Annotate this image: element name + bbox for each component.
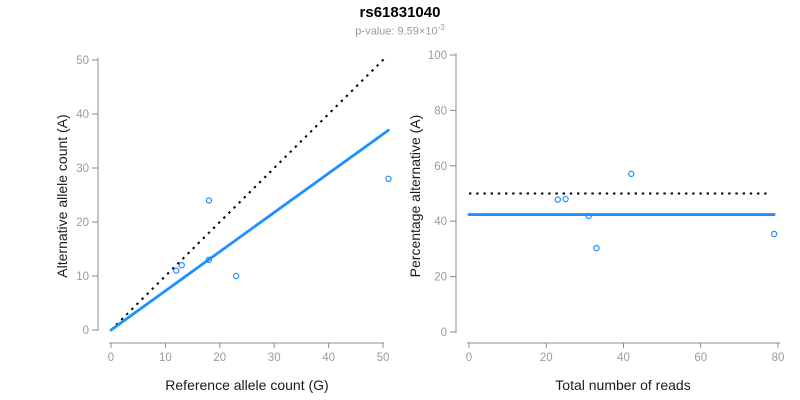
y-tick-label: 60 xyxy=(434,161,447,173)
y-tick-label: 0 xyxy=(441,327,447,339)
data-point xyxy=(205,197,213,204)
data-point xyxy=(770,230,778,238)
x-tick-label: 20 xyxy=(213,352,226,364)
x-axis-title: Reference allele count (G) xyxy=(165,377,328,393)
data-point xyxy=(593,244,600,252)
y-tick-label: 40 xyxy=(76,109,89,121)
data-point xyxy=(585,212,592,220)
x-tick-label: 40 xyxy=(322,352,335,364)
data-point xyxy=(205,256,213,263)
data-point xyxy=(173,267,180,274)
x-tick-label: 0 xyxy=(108,352,114,364)
x-tick-label: 0 xyxy=(466,352,472,364)
x-tick-label: 10 xyxy=(159,352,172,364)
y-axis-title: Alternative allele count (A) xyxy=(54,114,70,277)
data-point xyxy=(562,195,569,203)
figure-header: rs61831040 p-value: 9.59×10-3 xyxy=(0,4,800,38)
y-tick-label: 20 xyxy=(434,272,447,284)
x-tick-label: 60 xyxy=(694,352,707,364)
y-tick-label: 0 xyxy=(83,325,89,337)
x-axis-title: Total number of reads xyxy=(555,377,690,393)
plot-subtitle: p-value: 9.59×10-3 xyxy=(0,23,800,38)
x-tick-label: 80 xyxy=(772,352,785,364)
plot-title: rs61831040 xyxy=(359,4,441,21)
y-tick-label: 30 xyxy=(76,163,89,175)
data-point xyxy=(178,262,185,269)
y-tick-label: 50 xyxy=(76,55,89,67)
x-tick-label: 20 xyxy=(540,352,553,364)
x-tick-label: 30 xyxy=(268,352,281,364)
pvalue-text: p-value: 9.59×10 xyxy=(355,25,438,38)
y-tick-label: 10 xyxy=(76,271,89,283)
fit-line xyxy=(109,128,390,332)
y-tick-label: 100 xyxy=(428,50,447,62)
y-tick-label: 80 xyxy=(434,105,447,117)
data-point xyxy=(385,175,392,182)
y-axis-title: Percentage alternative (A) xyxy=(407,115,423,278)
data-point xyxy=(554,196,562,203)
identity-line xyxy=(110,55,388,331)
pvalue-exponent: -3 xyxy=(437,23,445,32)
x-tick-label: 40 xyxy=(617,352,630,364)
y-tick-label: 40 xyxy=(434,216,447,228)
y-tick-label: 20 xyxy=(76,217,89,229)
data-point xyxy=(628,170,635,178)
data-point xyxy=(232,272,240,280)
x-tick-label: 50 xyxy=(377,352,390,364)
